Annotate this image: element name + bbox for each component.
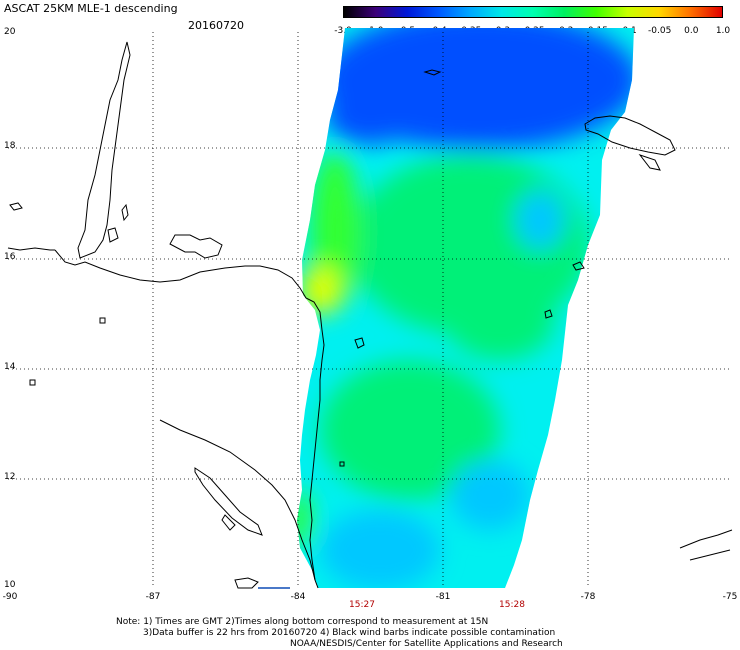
time-label-second: 15:28 xyxy=(499,600,525,610)
color-scale-label: 0.0 xyxy=(684,26,699,36)
color-scale-label: -0.05 xyxy=(648,26,672,36)
note-line-2: 3)Data buffer is 22 hrs from 20160720 4)… xyxy=(143,628,556,638)
graticule xyxy=(8,32,732,588)
lat-tick-10: 10 xyxy=(4,580,16,590)
swath-green-edge xyxy=(297,490,312,550)
swath-green-east xyxy=(445,280,555,360)
swath-blue-west xyxy=(325,85,415,145)
swath-lightblue-south xyxy=(320,510,440,588)
lat-tick-16: 16 xyxy=(4,252,16,262)
map-date: 20160720 xyxy=(188,19,244,32)
color-scale-label: -3.0 xyxy=(334,26,352,36)
lat-tick-20: 20 xyxy=(4,27,16,37)
lat-tick-12: 12 xyxy=(4,472,16,482)
lon-tick-90: -90 xyxy=(2,592,18,602)
swath-lightblue-se xyxy=(450,460,530,530)
color-scale-label: 1.0 xyxy=(715,26,731,36)
lon-tick-84: -84 xyxy=(290,592,306,602)
lat-tick-18: 18 xyxy=(4,141,16,151)
lat-tick-14: 14 xyxy=(4,362,16,372)
color-scale-bar xyxy=(343,6,723,18)
lon-tick-78: -78 xyxy=(580,592,596,602)
time-label-first: 15:27 xyxy=(349,600,375,610)
note-line-3: NOAA/NESDIS/Center for Satellite Applica… xyxy=(290,639,563,649)
note-line-1: Note: 1) Times are GMT 2)Times along bot… xyxy=(116,617,489,627)
coastlines xyxy=(7,41,733,589)
lon-tick-87: -87 xyxy=(145,592,161,602)
map-title: ASCAT 25KM MLE-1 descending xyxy=(4,2,178,15)
swath-bright-spot xyxy=(300,265,340,315)
lon-tick-75: -75 xyxy=(722,592,738,602)
swath-data xyxy=(297,28,634,588)
lon-tick-81: -81 xyxy=(435,592,451,602)
swath-green-south xyxy=(320,360,500,500)
swath-lightblue-east xyxy=(515,190,565,250)
